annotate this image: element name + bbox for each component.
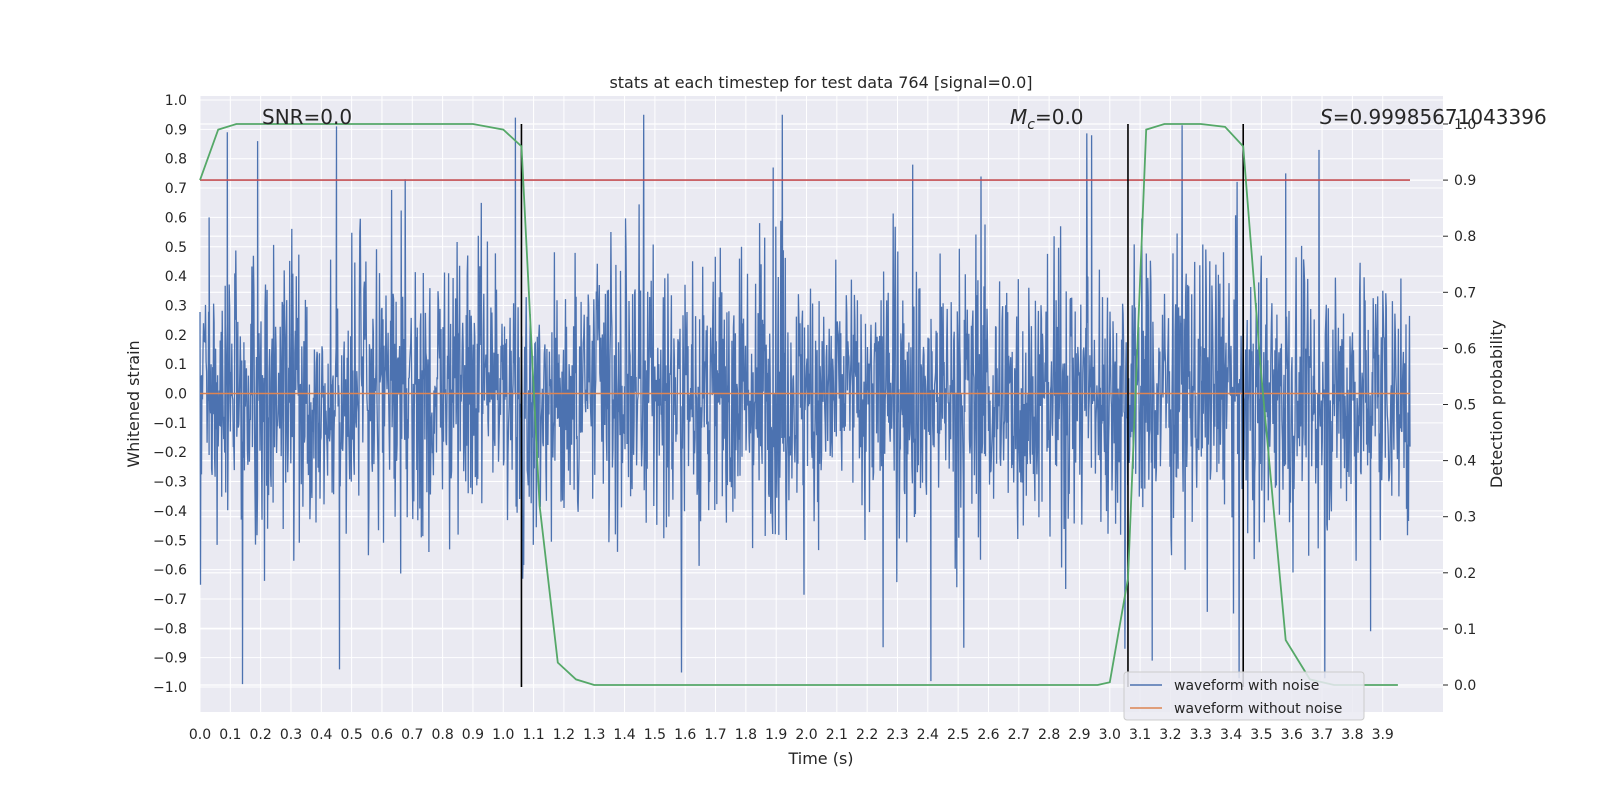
x-tick-label: 1.9 — [765, 727, 787, 743]
y-tick-label: 0.8 — [165, 152, 187, 168]
x-tick-label: 2.0 — [795, 727, 817, 743]
x-tick-label: 0.3 — [280, 727, 302, 743]
y2-tick-label: 0.3 — [1454, 510, 1476, 526]
y2-tick-labels: 1.0 0.9 0.8 0.7 0.6 0.5 0.4 0.3 0.2 0.1 0.0 — [1443, 117, 1476, 694]
x-tick-label: 0.8 — [431, 727, 453, 743]
y-tick-label: 0.1 — [165, 357, 187, 373]
x-tick-label: 0.4 — [310, 727, 332, 743]
s-symbol: S — [1320, 105, 1333, 129]
legend-label-clean: waveform without noise — [1174, 701, 1342, 717]
x-tick-label: 3.3 — [1190, 727, 1212, 743]
x-tick-label: 1.2 — [553, 727, 575, 743]
x-tick-label: 0.0 — [189, 727, 211, 743]
x-tick-label: 3.1 — [1129, 727, 1151, 743]
x-tick-label: 1.8 — [735, 727, 757, 743]
y-tick-label: 0.2 — [165, 328, 187, 344]
x-tick-label: 3.0 — [1099, 727, 1121, 743]
y-tick-label: 0.7 — [165, 181, 187, 197]
s-value: =0.99985671043396 — [1333, 105, 1547, 129]
overlay-lines — [199, 123, 1410, 687]
y2-tick-label: 1.0 — [1454, 117, 1476, 133]
noise-series — [199, 114, 1411, 685]
x-tick-label: 1.1 — [522, 727, 544, 743]
x-tick-label: 3.7 — [1311, 727, 1333, 743]
snr-annotation: SNR=0.0 — [262, 105, 352, 129]
x-tick-label: 2.9 — [1068, 727, 1090, 743]
y-tick-label: 1.0 — [165, 93, 187, 109]
x-tick-label: 2.3 — [886, 727, 908, 743]
y-tick-label: 0.0 — [165, 387, 187, 403]
x-tick-label: 3.9 — [1372, 727, 1394, 743]
x-tick-label: 1.4 — [613, 727, 635, 743]
x-axis-label: Time (s) — [787, 749, 853, 768]
y-axis-label: Whitened strain — [124, 340, 143, 467]
x-tick-label: 1.0 — [492, 727, 514, 743]
x-tick-label: 2.8 — [1038, 727, 1060, 743]
x-tick-label: 3.6 — [1281, 727, 1303, 743]
x-tick-label: 0.1 — [219, 727, 241, 743]
s-annotation: S=0.99985671043396 — [1320, 105, 1547, 129]
x-tick-label: 2.7 — [1008, 727, 1030, 743]
y-tick-label: −0.5 — [153, 533, 187, 549]
y2-tick-label: 0.2 — [1454, 566, 1476, 582]
y-tick-label: 0.6 — [165, 210, 187, 226]
x-tick-label: 0.5 — [340, 727, 362, 743]
mc-symbol: M — [1010, 105, 1027, 129]
y-tick-label: 0.4 — [165, 269, 187, 285]
y-tick-label: 0.3 — [165, 298, 187, 314]
y2-tick-label: 0.9 — [1454, 173, 1476, 189]
y-tick-label: −1.0 — [153, 680, 187, 696]
x-tick-label: 0.2 — [250, 727, 272, 743]
noise-waveform-line — [199, 114, 1411, 685]
mc-annotation: Mc=0.0 — [1010, 105, 1084, 133]
x-tick-label: 3.2 — [1159, 727, 1181, 743]
y-tick-label: −0.2 — [153, 445, 187, 461]
y-tick-labels: 1.0 0.9 0.8 0.7 0.6 0.5 0.4 0.3 0.2 0.1 0.0 −0.1 −0.… — [153, 93, 187, 696]
detection-probability-line — [199, 123, 1398, 686]
x-tick-label: 2.2 — [856, 727, 878, 743]
x-tick-labels: 0.0 0.1 0.2 0.3 0.4 0.5 0.6 0.7 0.8 0.9 1.0 1.1 1.2 1… — [189, 727, 1394, 743]
y2-tick-label: 0.5 — [1454, 398, 1476, 414]
x-tick-label: 2.4 — [917, 727, 939, 743]
legend: waveform with noise waveform without noi… — [1123, 671, 1365, 721]
y2-tick-label: 0.7 — [1454, 285, 1476, 301]
y2-tick-label: 0.1 — [1454, 622, 1476, 638]
y2-tick-label: 0.6 — [1454, 341, 1476, 357]
x-tick-label: 1.6 — [674, 727, 696, 743]
x-tick-label: 3.8 — [1341, 727, 1363, 743]
y2-tick-label: 0.8 — [1454, 229, 1476, 245]
legend-box — [1123, 671, 1365, 721]
y-tick-label: −0.3 — [153, 475, 187, 491]
x-tick-label: 2.5 — [947, 727, 969, 743]
y-tick-label: −0.7 — [153, 592, 187, 608]
y-tick-label: −0.8 — [153, 621, 187, 637]
x-tick-label: 0.6 — [371, 727, 393, 743]
y2-tick-label: 0.4 — [1454, 454, 1476, 470]
y-tick-label: −0.9 — [153, 651, 187, 667]
y-tick-label: −0.1 — [153, 416, 187, 432]
x-tick-label: 1.3 — [583, 727, 605, 743]
x-tick-label: 1.5 — [644, 727, 666, 743]
y-tick-label: 0.5 — [165, 240, 187, 256]
x-tick-label: 2.6 — [977, 727, 999, 743]
x-tick-label: 3.5 — [1250, 727, 1272, 743]
y-tick-label: −0.4 — [153, 504, 187, 520]
x-tick-label: 3.4 — [1220, 727, 1242, 743]
y2-axis-label: Detection probability — [1487, 320, 1506, 488]
x-tick-label: 1.7 — [704, 727, 726, 743]
y-tick-label: 0.9 — [165, 122, 187, 138]
mc-subscript: c — [1027, 117, 1035, 133]
y-tick-label: −0.6 — [153, 563, 187, 579]
x-tick-label: 0.7 — [401, 727, 423, 743]
x-tick-label: 2.1 — [826, 727, 848, 743]
x-tick-label: 0.9 — [462, 727, 484, 743]
mc-value: =0.0 — [1035, 105, 1084, 129]
chart-title: stats at each timestep for test data 764… — [609, 73, 1032, 92]
legend-label-noise: waveform with noise — [1174, 678, 1319, 694]
y2-tick-label: 0.0 — [1454, 678, 1476, 694]
